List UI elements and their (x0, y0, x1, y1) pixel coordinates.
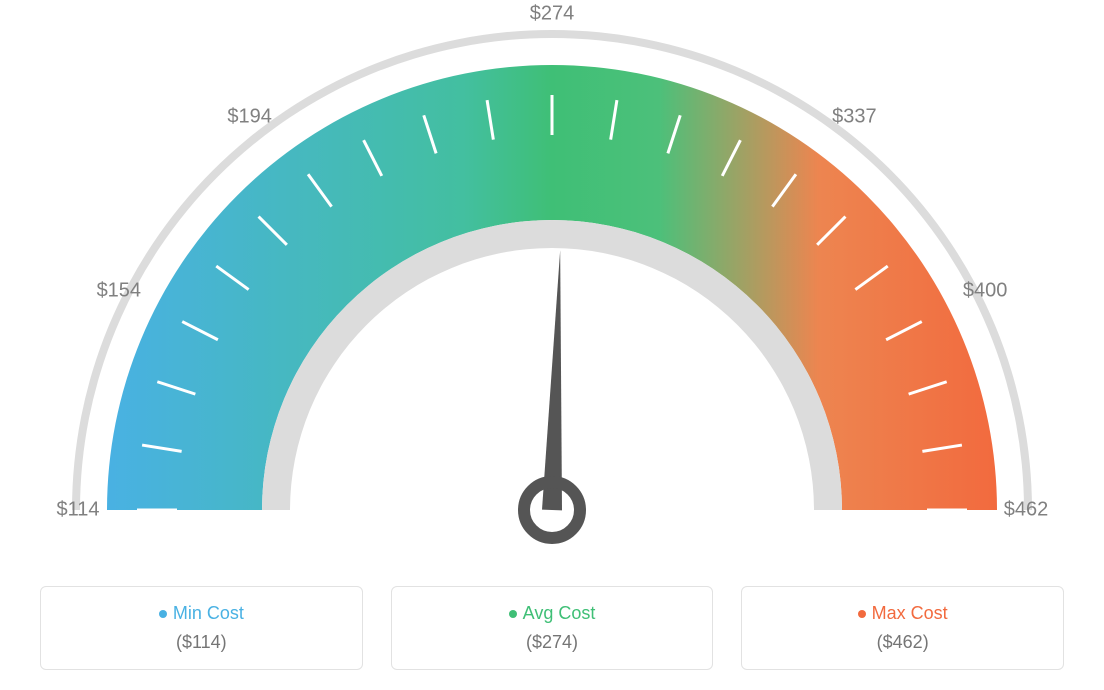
gauge-tick-label: $274 (530, 3, 575, 26)
gauge-tick-label: $154 (97, 280, 142, 303)
gauge-tick-label: $337 (832, 106, 877, 129)
legend-label-min: Min Cost (173, 603, 244, 623)
legend-value-min: ($114) (51, 632, 352, 653)
legend-title-min: Min Cost (51, 603, 352, 624)
dot-icon-min (159, 610, 167, 618)
legend-label-avg: Avg Cost (523, 603, 596, 623)
legend-value-max: ($462) (752, 632, 1053, 653)
gauge-chart: $114 $154 $194 $274 $337 $400 $462 (0, 0, 1104, 560)
dot-icon-avg (509, 610, 517, 618)
legend-card-min: Min Cost ($114) (40, 586, 363, 670)
dot-icon-max (858, 610, 866, 618)
gauge-tick-label: $400 (963, 280, 1008, 303)
legend-card-avg: Avg Cost ($274) (391, 586, 714, 670)
legend-title-max: Max Cost (752, 603, 1053, 624)
gauge-tick-label: $194 (227, 106, 272, 129)
gauge-tick-label: $114 (56, 499, 99, 522)
legend-value-avg: ($274) (402, 632, 703, 653)
gauge-tick-label: $462 (1004, 499, 1049, 522)
legend-card-max: Max Cost ($462) (741, 586, 1064, 670)
legend-label-max: Max Cost (872, 603, 948, 623)
legend-title-avg: Avg Cost (402, 603, 703, 624)
gauge-svg (0, 0, 1104, 560)
legend-row: Min Cost ($114) Avg Cost ($274) Max Cost… (40, 586, 1064, 670)
